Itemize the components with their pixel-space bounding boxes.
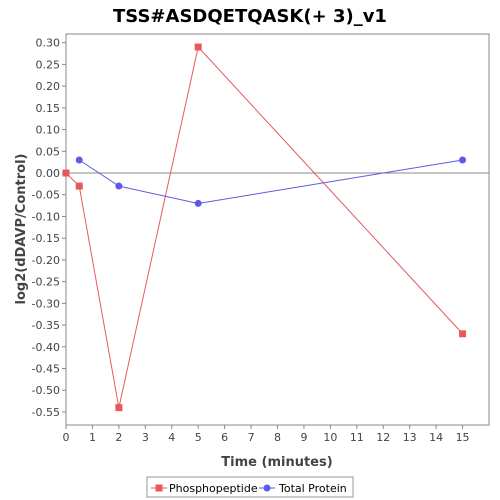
legend-label-total-protein: Total Protein bbox=[278, 482, 347, 495]
data-point-total-protein bbox=[115, 182, 123, 190]
y-tick-label: -0.55 bbox=[32, 406, 60, 419]
y-tick-label: -0.45 bbox=[32, 363, 60, 376]
x-tick-label: 13 bbox=[403, 431, 417, 444]
plot-area bbox=[65, 33, 490, 426]
x-tick-label: 4 bbox=[168, 431, 175, 444]
data-point-total-protein bbox=[194, 199, 202, 207]
data-point-phosphopeptide bbox=[62, 169, 70, 177]
x-tick-label: 11 bbox=[350, 431, 364, 444]
x-axis: 0 1 2 3 4 5 6 7 8 9 10 11 12 13 14 15 bbox=[63, 425, 470, 444]
series-layer bbox=[62, 43, 467, 412]
data-point-phosphopeptide bbox=[115, 404, 123, 412]
y-tick-label: 0.00 bbox=[36, 167, 61, 180]
x-tick-label: 9 bbox=[300, 431, 307, 444]
x-tick-label: 12 bbox=[376, 431, 390, 444]
legend-box bbox=[146, 476, 354, 498]
x-tick-label: 0 bbox=[63, 431, 70, 444]
chart-title: TSS#ASDQETQASK(+ 3)_v1 bbox=[113, 6, 387, 27]
y-axis: 0.30 0.25 0.20 0.15 0.10 0.05 0.00 -0.05 -0.10 -0… bbox=[32, 37, 66, 419]
x-tick-label: 7 bbox=[248, 431, 255, 444]
legend-label-phosphopeptide: Phosphopeptide bbox=[169, 482, 258, 495]
y-axis-label: log2(dDAVP/Control) bbox=[14, 154, 29, 305]
y-tick-label: 0.20 bbox=[36, 80, 61, 93]
x-tick-label: 6 bbox=[221, 431, 228, 444]
y-tick-label: 0.30 bbox=[36, 37, 61, 50]
y-tick-label: -0.30 bbox=[32, 297, 60, 310]
y-tick-label: -0.50 bbox=[32, 384, 60, 397]
x-tick-label: 2 bbox=[115, 431, 122, 444]
data-point-phosphopeptide bbox=[75, 182, 83, 190]
x-tick-label: 10 bbox=[323, 431, 337, 444]
series-line-total-protein bbox=[78, 159, 463, 204]
y-tick-label: -0.20 bbox=[32, 254, 60, 267]
legend: Phosphopeptide Total Protein bbox=[146, 476, 354, 498]
legend-marker-total-protein bbox=[263, 484, 271, 492]
y-tick-label: 0.05 bbox=[36, 145, 61, 158]
data-point-phosphopeptide bbox=[459, 330, 467, 338]
x-tick-label: 15 bbox=[456, 431, 470, 444]
legend-marker-phosphopeptide bbox=[155, 484, 163, 492]
data-point-total-protein bbox=[459, 156, 467, 164]
x-tick-label: 1 bbox=[89, 431, 96, 444]
y-tick-label: -0.40 bbox=[32, 341, 60, 354]
x-tick-label: 3 bbox=[142, 431, 149, 444]
y-tick-label: -0.25 bbox=[32, 276, 60, 289]
y-tick-label: 0.15 bbox=[36, 102, 61, 115]
y-tick-label: 0.25 bbox=[36, 58, 61, 71]
x-tick-label: 8 bbox=[274, 431, 281, 444]
x-tick-label: 14 bbox=[429, 431, 443, 444]
y-tick-label: -0.05 bbox=[32, 189, 60, 202]
data-point-phosphopeptide bbox=[194, 43, 202, 51]
y-tick-label: -0.10 bbox=[32, 210, 60, 223]
y-tick-label: -0.35 bbox=[32, 319, 60, 332]
x-tick-label: 5 bbox=[195, 431, 202, 444]
data-point-total-protein bbox=[75, 156, 83, 164]
x-axis-label: Time (minutes) bbox=[221, 455, 332, 470]
y-tick-label: -0.15 bbox=[32, 232, 60, 245]
y-tick-label: 0.10 bbox=[36, 124, 61, 137]
